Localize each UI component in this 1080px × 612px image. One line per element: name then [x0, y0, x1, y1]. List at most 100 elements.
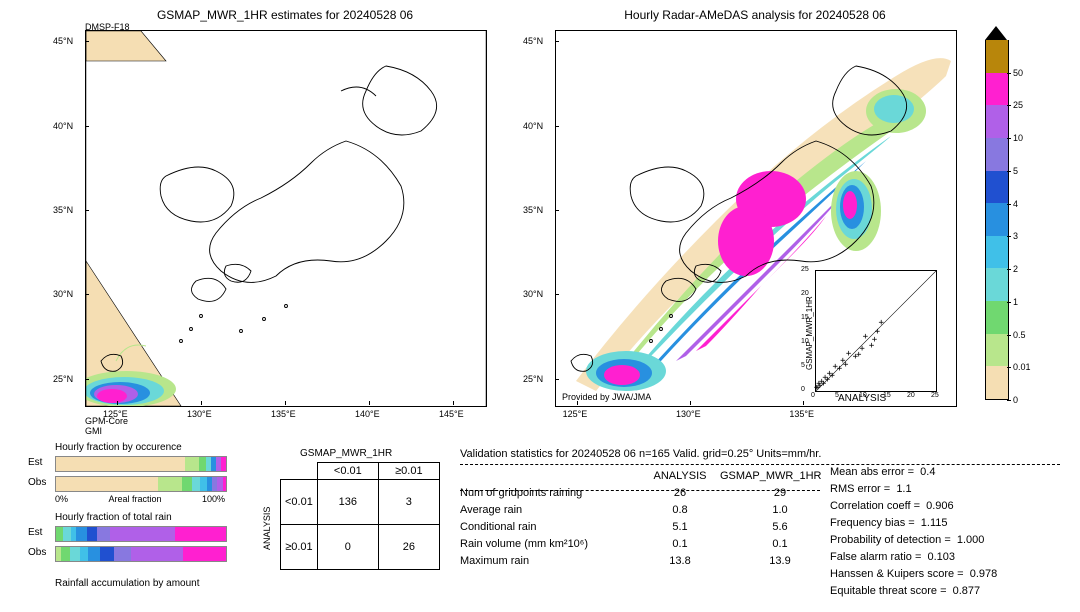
metric-row: Equitable threat score = 0.877 [830, 583, 997, 600]
fraction-segment [56, 527, 63, 541]
colorbar-segment [985, 268, 1009, 301]
fraction-segment [80, 547, 89, 561]
colorbar-tick: 5 [1013, 166, 1018, 176]
fraction-row-label: Obs [28, 477, 46, 488]
colorbar-segment [985, 171, 1009, 204]
lon-tick: 145°E [439, 409, 464, 419]
val-row-a: 0.8 [640, 502, 720, 519]
val-row-label: Num of gridpoints raining [460, 485, 640, 502]
contingency-col-header: <0.01 [317, 463, 378, 480]
contingency-top-label: GSMAP_MWR_1HR [300, 448, 392, 459]
val-col2: GSMAP_MWR_1HR [720, 468, 840, 485]
val-row-label: Conditional rain [460, 519, 640, 536]
colorbar-segment [985, 138, 1009, 171]
fraction-row-label: Est [28, 527, 42, 538]
left-map-svg [86, 31, 486, 406]
fraction-segment [63, 527, 72, 541]
contingency-col-header: ≥0.01 [378, 463, 439, 480]
scatter-point: + [875, 327, 880, 337]
fraction-row-label: Est [28, 457, 42, 468]
fraction-segment [61, 547, 70, 561]
colorbar-segment [985, 73, 1009, 106]
fraction-segment [88, 547, 100, 561]
left-map-panel [85, 30, 487, 407]
fraction-segment [175, 527, 226, 541]
lat-tick: 45°N [53, 36, 73, 46]
colorbar-segment [985, 236, 1009, 269]
val-row-label: Rain volume (mm km²10⁶) [460, 536, 640, 553]
colorbar-segment [985, 366, 1009, 400]
lon-tick: 125°E [103, 409, 128, 419]
val-row-a: 5.1 [640, 519, 720, 536]
scatter-ytick: 25 [801, 266, 809, 273]
scatter-ytick: 10 [801, 338, 809, 345]
val-row-label: Maximum rain [460, 553, 640, 570]
scatter-point: + [879, 318, 884, 328]
contingency-cell: 26 [378, 525, 439, 570]
fraction-bar [55, 456, 227, 472]
scatter-xtick: 25 [931, 392, 939, 399]
fraction-segment [114, 547, 131, 561]
lon-tick: 130°E [676, 409, 701, 419]
lat-tick: 25°N [53, 374, 73, 384]
left-map-title: GSMAP_MWR_1HR estimates for 20240528 06 [85, 8, 485, 22]
val-row-a: 0.1 [640, 536, 720, 553]
lon-tick: 130°E [187, 409, 212, 419]
colorbar-arrow [985, 26, 1007, 40]
lat-tick: 35°N [53, 205, 73, 215]
fraction-segment [183, 547, 226, 561]
fraction-segment [223, 477, 226, 491]
scatter-xtick: 15 [883, 392, 891, 399]
scatter-xtick: 20 [907, 392, 915, 399]
val-row-b: 0.1 [720, 536, 840, 553]
fraction-segment [100, 547, 114, 561]
colorbar-segment [985, 334, 1009, 367]
contingency-row-header: <0.01 [281, 480, 318, 525]
colorbar-tick: 50 [1013, 68, 1023, 78]
lat-tick: 40°N [53, 121, 73, 131]
fraction-segment [56, 477, 158, 491]
frac-title-2: Hourly fraction of total rain [55, 512, 172, 523]
fraction-segment [199, 457, 206, 471]
fraction-bar [55, 526, 227, 542]
contingency-row-header: ≥0.01 [281, 525, 318, 570]
metric-row: Probability of detection = 1.000 [830, 532, 997, 549]
scatter-point: + [843, 360, 848, 370]
val-row-b: 13.9 [720, 553, 840, 570]
scatter-xtick: 0 [811, 392, 815, 399]
frac-title-1: Hourly fraction by occurence [55, 442, 182, 453]
lat-tick: 35°N [523, 205, 543, 215]
colorbar-tick: 1 [1013, 297, 1018, 307]
lat-tick: 25°N [523, 374, 543, 384]
fraction-segment [110, 527, 175, 541]
contingency-table: <0.01≥0.01<0.011363≥0.01026 [280, 462, 440, 570]
scatter-xtick: 5 [835, 392, 839, 399]
fraction-segment [192, 477, 201, 491]
validation-metrics: Mean abs error = 0.4RMS error = 1.1Corre… [830, 464, 997, 600]
metric-row: Frequency bias = 1.115 [830, 515, 997, 532]
fraction-segment [70, 547, 80, 561]
fraction-bar [55, 476, 227, 492]
scatter-ytick: 15 [801, 314, 809, 321]
fraction-segment [131, 547, 184, 561]
scatter-point: + [859, 344, 864, 354]
frac-x0: 0% [55, 494, 68, 504]
colorbar: 00.010.512345102550 [985, 40, 1007, 400]
metric-row: Correlation coeff = 0.906 [830, 498, 997, 515]
val-row-a: 13.8 [640, 553, 720, 570]
credit-label: Provided by JWA/JMA [562, 392, 651, 402]
colorbar-tick: 3 [1013, 231, 1018, 241]
metric-row: RMS error = 1.1 [830, 481, 997, 498]
scatter-ytick: 20 [801, 290, 809, 297]
scatter-point: + [846, 349, 851, 359]
fraction-row-label: Obs [28, 547, 46, 558]
contingency-cell: 136 [317, 480, 378, 525]
colorbar-tick: 0 [1013, 395, 1018, 405]
colorbar-tick: 0.5 [1013, 330, 1026, 340]
metric-row: Hanssen & Kuipers score = 0.978 [830, 566, 997, 583]
fraction-segment [87, 527, 97, 541]
lat-tick: 30°N [53, 289, 73, 299]
val-row-b: 1.0 [720, 502, 840, 519]
scatter-ylabel: GSMAP_MWR_1HR [805, 296, 814, 370]
colorbar-tick: 25 [1013, 100, 1023, 110]
